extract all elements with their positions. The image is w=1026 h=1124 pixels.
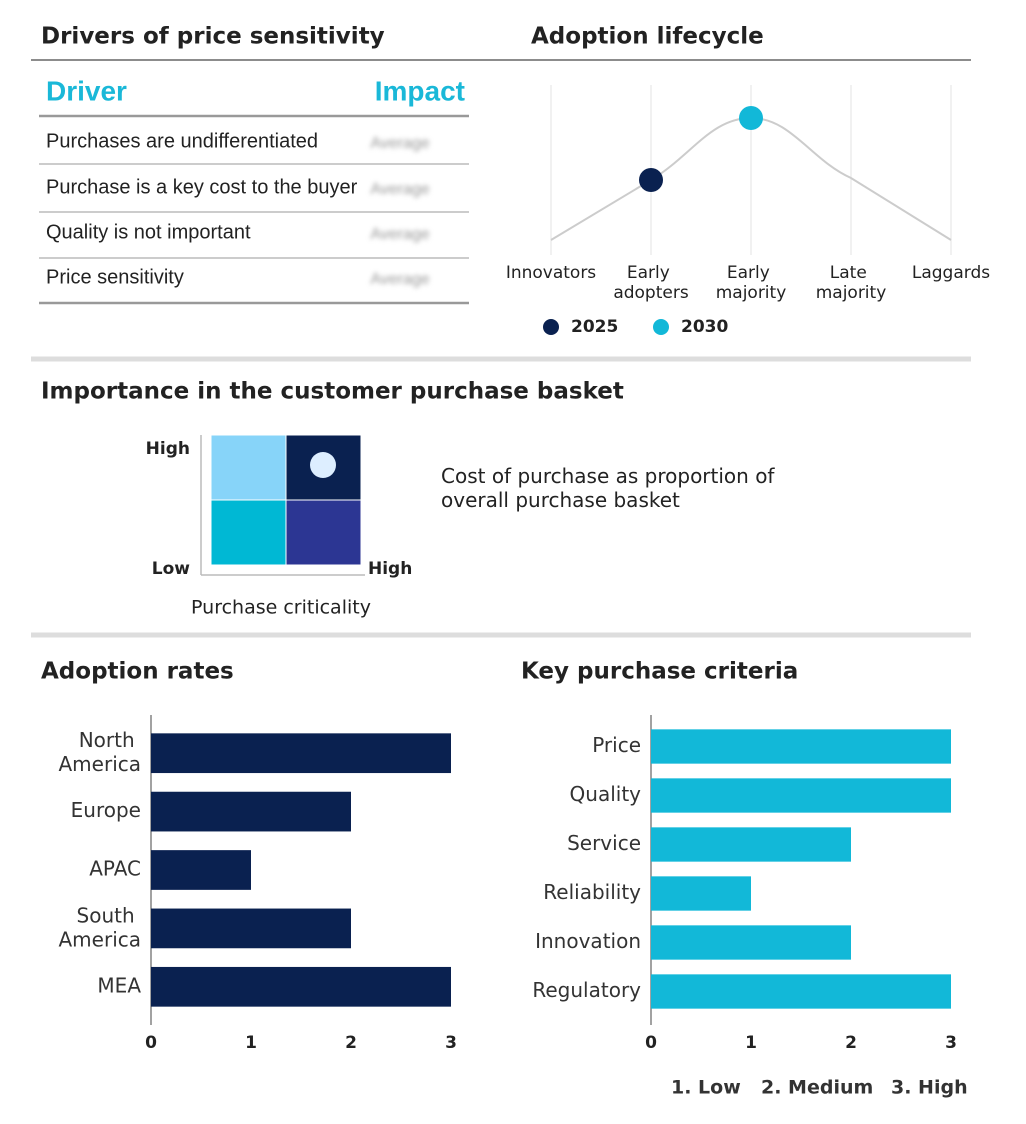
table-header: Impact [375,75,465,106]
y-tick-label: MEA [97,973,141,997]
section-title: Importance in the customer purchase bask… [41,379,624,405]
legend-label: 2030 [681,317,728,337]
x-tick-label: 2 [345,1033,357,1053]
section-title: Drivers of price sensitivity [41,24,385,50]
driver-name: Price sensitivity [46,266,184,288]
matrix-marker [310,452,336,478]
section-title: Adoption rates [41,659,234,685]
bar [651,925,851,960]
matrix-description: Cost of purchase as proportion of overal… [441,464,775,512]
driver-name: Purchase is a key cost to the buyer [46,176,358,198]
bar [651,827,851,862]
stage-label: Early majority [716,263,787,303]
legend-swatch [653,319,669,335]
driver-impact: Average [370,271,429,288]
bar [151,850,251,890]
driver-impact: Average [370,181,429,198]
axis-label: High [146,439,190,459]
bar [651,974,951,1009]
y-tick-label: Service [567,831,641,855]
x-tick-label: 3 [945,1033,957,1053]
scale-legend: 3. High [891,1077,968,1099]
driver-name: Quality is not important [46,221,251,243]
y-tick-label: Innovation [535,929,641,953]
x-tick-label: 1 [245,1033,257,1053]
y-tick-label: South America [59,903,142,951]
bar [151,966,451,1007]
bar [651,729,951,764]
y-tick-label: North America [59,728,142,776]
axis-label: High [368,559,412,579]
matrix-cell [210,434,287,501]
section-title: Key purchase criteria [521,659,798,685]
y-tick-label: Europe [71,798,141,822]
axis-title: Purchase criticality [191,597,371,619]
y-tick-label: Reliability [543,880,641,904]
legend-label: 2025 [571,317,618,337]
legend-swatch [543,319,559,335]
matrix-cell [285,499,362,566]
y-tick-label: Quality [570,782,642,806]
driver-name: Purchases are undifferentiated [46,130,318,152]
scale-legend: 2. Medium [761,1077,873,1099]
driver-impact: Average [370,226,429,243]
bar [151,733,451,774]
matrix-cell [210,499,287,566]
y-tick-label: APAC [89,857,141,881]
y-tick-label: Price [592,733,641,757]
bar [151,908,351,949]
stage-label: Laggards [912,263,990,283]
x-tick-label: 3 [445,1033,457,1053]
stage-marker [739,106,763,130]
bar [651,778,951,813]
section-title: Adoption lifecycle [531,24,764,50]
x-tick-label: 1 [745,1033,757,1053]
stage-label: Late majority [816,263,887,303]
stage-label: Innovators [506,263,596,283]
scale-legend: 1. Low [671,1077,741,1099]
x-tick-label: 0 [645,1033,657,1053]
x-tick-label: 2 [845,1033,857,1053]
bar [151,791,351,832]
driver-impact: Average [370,135,429,152]
table-header: Driver [46,75,127,106]
y-tick-label: Regulatory [532,978,641,1002]
stage-marker [639,168,663,192]
axis-label: Low [152,559,191,579]
stage-label: Early adopters [613,263,689,303]
bar [651,876,751,911]
x-tick-label: 0 [145,1033,157,1053]
